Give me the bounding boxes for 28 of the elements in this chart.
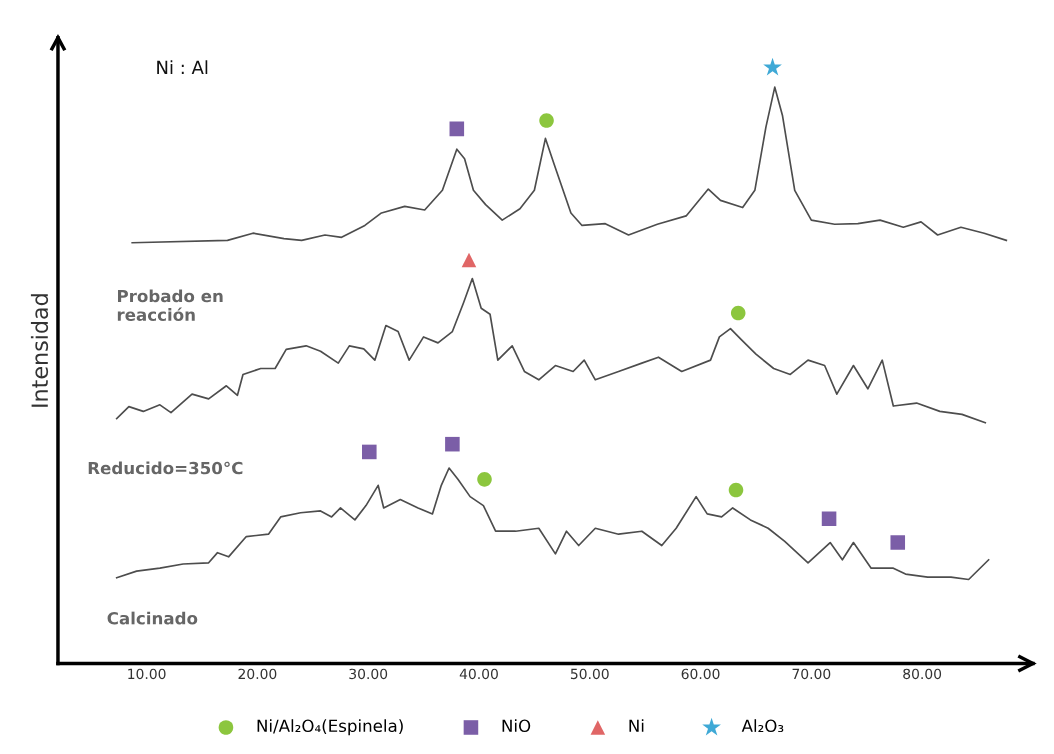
x-tick-label: 70.00 [792, 668, 831, 680]
x-tick-label: 60.00 [681, 668, 720, 680]
x-tick-label: 30.00 [349, 668, 388, 680]
annotation: Probado en reacción [117, 289, 223, 321]
x-tick-label: 10.00 [128, 668, 166, 680]
legend-label: NiO [502, 719, 531, 733]
x-tick-label: 50.00 [570, 668, 609, 680]
annotation: Reducido=350°C [88, 461, 243, 475]
point [728, 482, 744, 498]
y-axis-title: Intensidad [30, 294, 49, 407]
legend-label: Ni [629, 719, 644, 732]
legend-label: Ni/Al₂O₄(Espinela) [257, 719, 403, 736]
legend-label: Al₂O₃ [741, 719, 784, 733]
point [539, 113, 554, 128]
point [763, 57, 782, 76]
x-tick-label: 40.00 [459, 668, 498, 680]
annotation: Calcinado [107, 611, 198, 625]
point [890, 535, 906, 550]
annotation: Ni : Al [157, 60, 208, 74]
point [821, 511, 837, 526]
point [461, 252, 477, 268]
point [362, 444, 377, 460]
x-tick-label: 20.00 [238, 668, 277, 680]
point [449, 121, 465, 137]
point [477, 472, 492, 487]
point [445, 436, 460, 452]
x-tick-label: 80.00 [903, 668, 942, 680]
point [730, 305, 746, 321]
